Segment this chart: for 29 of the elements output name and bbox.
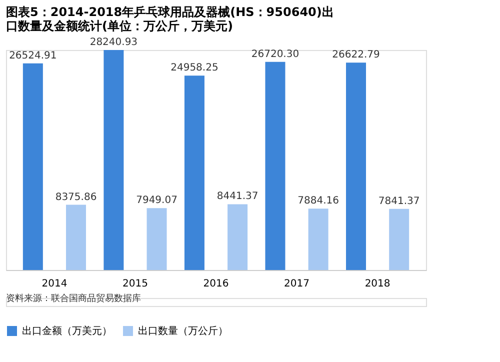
x-tick-label: 2016 <box>203 278 229 290</box>
x-tick-label: 2015 <box>122 278 148 290</box>
data-label: 7841.37 <box>378 196 420 207</box>
bar <box>265 62 286 270</box>
bar <box>184 76 204 270</box>
x-tick-label: 2018 <box>364 278 390 290</box>
data-label: 7949.07 <box>136 195 178 206</box>
data-label: 7884.16 <box>298 196 339 207</box>
data-label: 28240.93 <box>90 37 138 48</box>
bar <box>346 62 366 270</box>
chart-title: 图表5：2014-2018年乒乓球用品及器械(HS：950640)出口数量及金额统计(单位：万公斤，万美元) <box>6 5 334 33</box>
data-label: 26524.91 <box>9 50 57 62</box>
x-tick-label: 2017 <box>284 278 310 290</box>
bar <box>22 63 43 270</box>
legend-label: 出口金额（万美元） <box>22 325 112 337</box>
data-label: 24958.25 <box>170 62 218 74</box>
data-label: 26622.79 <box>332 50 380 61</box>
bar <box>66 204 86 270</box>
bar <box>104 50 124 270</box>
bar <box>228 204 248 270</box>
bar <box>146 208 167 270</box>
bar <box>389 208 410 270</box>
bar <box>308 208 328 270</box>
x-tick-label: 2014 <box>42 278 68 290</box>
legend-label: 出口数量（万公斤） <box>138 325 228 337</box>
data-label: 26720.30 <box>251 48 300 60</box>
data-label: 8375.86 <box>55 192 97 203</box>
text: 资料来源：联合国商品贸易数据库 <box>6 293 141 304</box>
data-label: 8441.37 <box>216 191 258 202</box>
